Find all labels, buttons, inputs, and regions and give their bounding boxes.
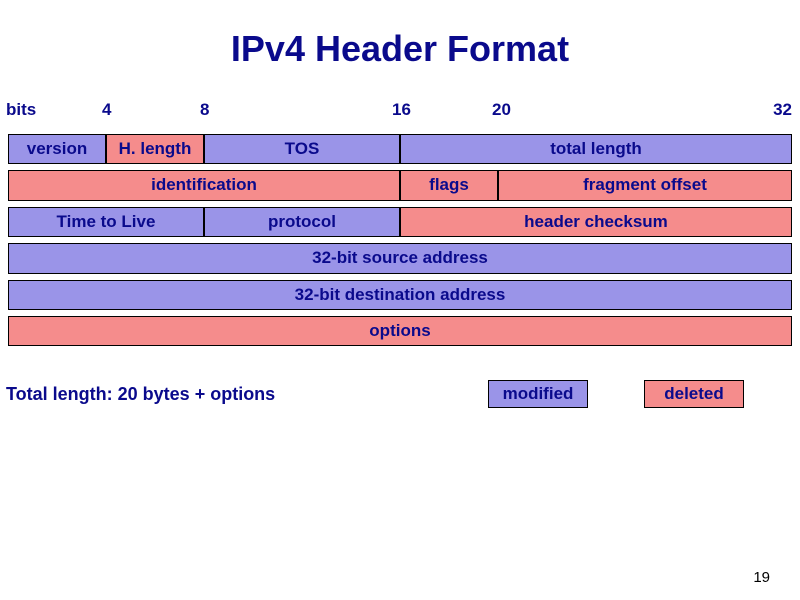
- bits-tick-20: 20: [492, 100, 511, 120]
- header-row-2: Time to Live protocol header checksum: [8, 207, 792, 237]
- field-source-address: 32-bit source address: [8, 243, 792, 273]
- header-row-5: options: [8, 316, 792, 346]
- header-row-0: version H. length TOS total length: [8, 134, 792, 164]
- bits-axis-label: bits: [6, 100, 36, 120]
- header-row-1: identification flags fragment offset: [8, 170, 792, 200]
- field-ttl: Time to Live: [8, 207, 204, 237]
- header-diagram: version H. length TOS total length ident…: [8, 134, 792, 346]
- field-h-length: H. length: [106, 134, 204, 164]
- bits-axis: bits 4 8 16 20 32: [0, 100, 800, 128]
- bits-tick-32: 32: [773, 100, 792, 120]
- bits-tick-8: 8: [200, 100, 209, 120]
- legend-modified: modified: [488, 380, 588, 408]
- field-destination-address: 32-bit destination address: [8, 280, 792, 310]
- bits-tick-4: 4: [102, 100, 111, 120]
- header-row-4: 32-bit destination address: [8, 280, 792, 310]
- footer: Total length: 20 bytes + options modifie…: [0, 380, 800, 408]
- field-tos: TOS: [204, 134, 400, 164]
- field-protocol: protocol: [204, 207, 400, 237]
- field-options: options: [8, 316, 792, 346]
- field-header-checksum: header checksum: [400, 207, 792, 237]
- field-flags: flags: [400, 170, 498, 200]
- field-fragment-offset: fragment offset: [498, 170, 792, 200]
- legend-deleted: deleted: [644, 380, 744, 408]
- header-row-3: 32-bit source address: [8, 243, 792, 273]
- field-version: version: [8, 134, 106, 164]
- field-identification: identification: [8, 170, 400, 200]
- page-title: IPv4 Header Format: [0, 0, 800, 100]
- field-total-length: total length: [400, 134, 792, 164]
- bits-tick-16: 16: [392, 100, 411, 120]
- footer-text: Total length: 20 bytes + options: [6, 384, 275, 405]
- page-number: 19: [753, 569, 770, 586]
